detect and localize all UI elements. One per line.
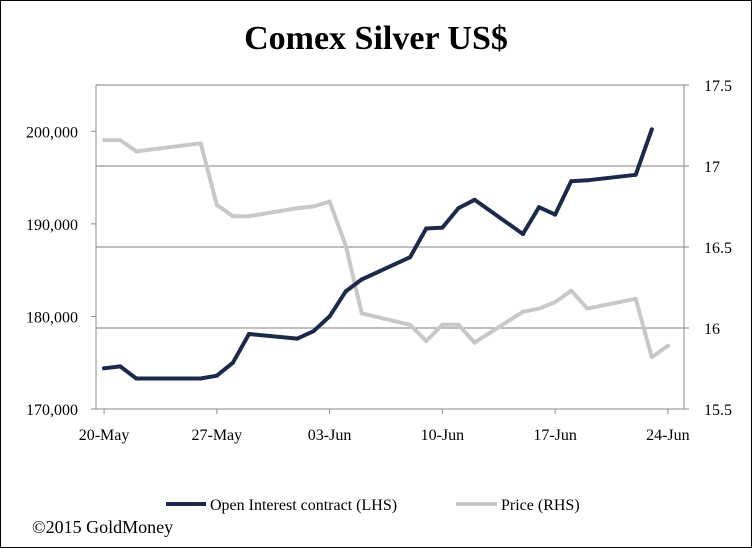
data-point (118, 364, 123, 369)
data-point (359, 277, 364, 282)
data-point (456, 206, 461, 211)
chart-title: Comex Silver US$ (244, 20, 508, 57)
data-point (198, 376, 203, 381)
data-point (408, 322, 413, 327)
right-tick-label: 17 (704, 159, 720, 176)
data-point (134, 376, 139, 381)
data-point (569, 288, 574, 293)
data-point (230, 214, 235, 219)
data-point (134, 149, 139, 154)
data-point (102, 366, 107, 371)
right-tick-label: 16.5 (704, 240, 732, 257)
data-point (585, 306, 590, 311)
data-point (230, 360, 235, 365)
data-point (520, 232, 525, 237)
data-point (440, 322, 445, 327)
left-tick-label: 200,000 (26, 124, 78, 141)
gridlines (96, 84, 684, 329)
data-point (649, 127, 654, 132)
series-layer (102, 127, 670, 381)
data-point (311, 204, 316, 209)
data-point (585, 178, 590, 183)
left-tick-label: 190,000 (26, 217, 78, 234)
data-point (424, 338, 429, 343)
x-tick-label: 17-Jun (533, 427, 577, 444)
data-point (311, 329, 316, 334)
data-point (198, 141, 203, 146)
data-point (102, 138, 107, 143)
data-point (472, 340, 477, 345)
left-axis-ticks: 170,000 180,000 190,000 200,000 (26, 124, 96, 419)
data-point (247, 214, 252, 219)
x-tick-label: 27-May (191, 427, 242, 444)
series-line-price (102, 138, 670, 360)
data-point (343, 243, 348, 248)
data-point (327, 199, 332, 204)
data-point (472, 197, 477, 202)
data-point (295, 206, 300, 211)
series-line-open-interest (102, 127, 654, 381)
data-point (553, 212, 558, 217)
series-points-price (102, 138, 670, 360)
x-tick-label: 03-Jun (308, 427, 352, 444)
x-axis-ticks: 20-May 27-May 03-Jun 10-Jun 17-Jun 24-Jun (79, 409, 690, 444)
data-point (118, 138, 123, 143)
data-point (408, 255, 413, 260)
copyright-text: ©2015 GoldMoney (32, 517, 173, 537)
data-point (424, 226, 429, 231)
data-point (649, 355, 654, 360)
data-point (359, 311, 364, 316)
series-points-open-interest (102, 127, 654, 381)
x-tick-label: 24-Jun (646, 427, 690, 444)
data-point (537, 205, 542, 210)
right-tick-label: 16 (704, 321, 720, 338)
right-tick-label: 15.5 (704, 402, 732, 419)
data-point (633, 296, 638, 301)
legend-label-open-interest: Open Interest contract (LHS) (210, 497, 397, 514)
data-point (456, 322, 461, 327)
data-point (665, 343, 670, 348)
data-point (343, 289, 348, 294)
legend-label-price: Price (RHS) (501, 497, 580, 514)
data-point (537, 306, 542, 311)
data-point (520, 309, 525, 314)
data-point (295, 336, 300, 341)
data-point (553, 300, 558, 305)
x-tick-label: 10-Jun (421, 427, 465, 444)
data-point (247, 332, 252, 337)
data-point (633, 172, 638, 177)
data-point (327, 314, 332, 319)
legend: Open Interest contract (LHS) Price (RHS) (166, 497, 580, 514)
left-tick-label: 170,000 (26, 402, 78, 419)
data-point (569, 179, 574, 184)
right-tick-label: 17.5 (704, 78, 732, 95)
x-tick-label: 20-May (79, 427, 130, 444)
data-point (214, 202, 219, 207)
left-tick-label: 180,000 (26, 309, 78, 326)
data-point (214, 373, 219, 378)
right-axis-ticks: 15.5 16 16.5 17 17.5 (684, 78, 732, 419)
data-point (440, 225, 445, 230)
